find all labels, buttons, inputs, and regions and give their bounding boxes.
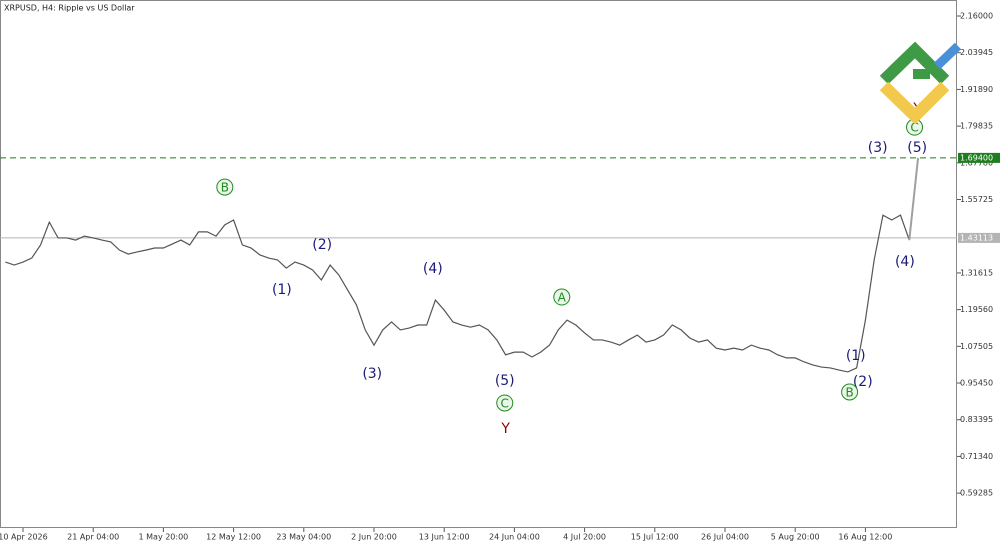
logo-blue	[933, 42, 962, 70]
y-tick-label: 1.91890	[960, 85, 993, 94]
wave-label: (3)	[362, 366, 382, 382]
wave-label: (4)	[895, 254, 915, 270]
y-tick-label: 0.95450	[960, 379, 993, 388]
wave-label: (1)	[846, 348, 866, 364]
wave-label: (5)	[907, 140, 927, 156]
level-label: 1.69400	[960, 153, 993, 162]
wave-label: Y	[500, 421, 510, 437]
wave-label: B	[845, 386, 853, 400]
wave-circle	[841, 383, 859, 401]
y-tick-label: 2.16000	[960, 12, 993, 21]
x-tick-label: 23 May 04:00	[276, 533, 331, 542]
x-tick-label: 13 Jun 12:00	[419, 533, 470, 542]
level-label-box	[958, 232, 1000, 243]
x-tick-label: 16 Aug 12:00	[838, 533, 892, 542]
x-tick-label: 10 Apr 2026	[0, 533, 48, 542]
x-tick-label: 2 Jun 20:00	[351, 533, 397, 542]
y-tick-label: 1.07505	[960, 342, 993, 351]
y-tick-label: 1.31615	[960, 268, 993, 277]
x-tick-label: 4 Jul 20:00	[563, 533, 606, 542]
y-tick-label: 0.71340	[960, 452, 993, 461]
wave-label: (4)	[423, 261, 443, 277]
x-tick-label: 21 Apr 04:00	[67, 533, 119, 542]
price-line	[5, 214, 910, 373]
wave-label: (5)	[495, 373, 515, 389]
level-label: 1.43113	[960, 233, 993, 242]
y-tick-label: 0.83395	[960, 415, 993, 424]
wave-label: (2)	[312, 237, 332, 253]
wave-label: (1)	[272, 282, 292, 298]
wave-label: C	[501, 396, 509, 410]
x-tick-label: 15 Jul 12:00	[631, 533, 679, 542]
y-tick-label: 1.79835	[960, 122, 993, 131]
wave-circle	[496, 394, 514, 412]
level-label-box	[958, 152, 1000, 163]
logo	[879, 41, 962, 125]
x-tick-label: 26 Jul 04:00	[701, 533, 749, 542]
wave-label: (3)	[868, 140, 888, 156]
y-tick-label: 1.19560	[960, 305, 993, 314]
wave-circle	[216, 178, 234, 196]
wave-label: C	[910, 121, 918, 135]
y-tick-label: 2.03945	[960, 48, 993, 57]
x-tick-label: 12 May 12:00	[206, 533, 261, 542]
wave-label: A	[558, 291, 567, 305]
logo-yellow	[879, 81, 950, 125]
chart-title: XRPUSD, H4: Ripple vs US Dollar	[4, 4, 135, 13]
logo-green	[879, 41, 950, 85]
wave-label: (2)	[853, 374, 873, 390]
plot-frame	[0, 0, 957, 528]
y-tick-label: 0.59285	[960, 489, 993, 498]
x-tick-label: 5 Aug 20:00	[771, 533, 820, 542]
y-tick-label: 1.55725	[960, 195, 993, 204]
x-tick-label: 24 Jun 04:00	[489, 533, 540, 542]
x-tick-label: 1 May 20:00	[139, 533, 189, 542]
wave-circle	[553, 288, 571, 306]
wave-label: B	[221, 181, 229, 195]
